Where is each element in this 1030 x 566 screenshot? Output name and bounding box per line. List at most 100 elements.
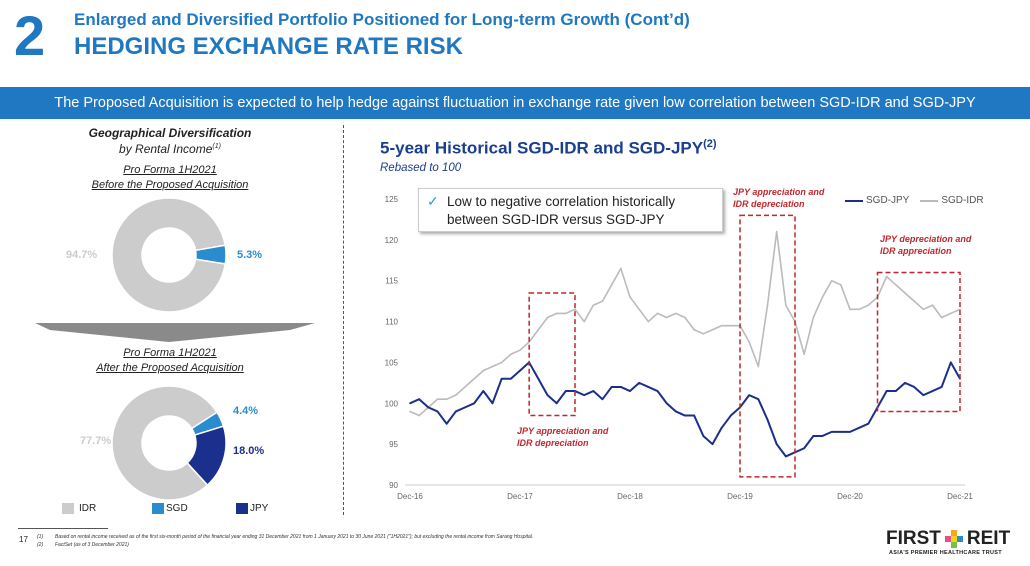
section-number: 2 (14, 4, 46, 67)
legend-swatch-sgd (152, 503, 164, 514)
down-arrow-icon (35, 323, 315, 342)
data-point-sgd-idr (840, 284, 842, 286)
data-point-sgd-idr (812, 316, 815, 319)
before-label-1: Pro Forma 1H2021 (123, 164, 217, 176)
data-point-sgd-idr (519, 349, 521, 351)
x-tick-label: Dec-21 (947, 492, 973, 501)
data-point-sgd-idr (922, 308, 925, 311)
annotation-label-3: JPY depreciation and IDR appreciation (880, 233, 971, 257)
data-point-sgd-jpy (629, 390, 631, 392)
x-tick-label: Dec-20 (837, 492, 863, 501)
data-point-sgd-idr (583, 320, 585, 323)
y-tick-label: 115 (385, 277, 398, 286)
before-label-2: Before the Proposed Acquisition (91, 179, 249, 191)
chart-legend: SGD-JPY SGD-IDR (845, 195, 984, 206)
data-point-sgd-jpy (950, 361, 952, 364)
sgd-pct-before: 5.3% (237, 249, 263, 261)
footnote-ref: (2) (703, 138, 717, 150)
panel-divider (343, 125, 344, 515)
data-point-sgd-idr (647, 320, 650, 323)
data-point-sgd-idr (510, 353, 512, 356)
annotation-line: IDR depreciation (517, 438, 589, 448)
data-point-sgd-jpy (913, 386, 915, 388)
data-point-sgd-idr (803, 353, 805, 356)
footnote-mark: (1) (37, 534, 44, 540)
chart-subtitle: Rebased to 100 (380, 162, 462, 174)
data-point-sgd-idr (565, 312, 567, 315)
data-point-sgd-idr (858, 308, 860, 311)
data-point-sgd-jpy (904, 382, 906, 384)
data-point-sgd-idr (656, 312, 659, 315)
data-point-sgd-idr (702, 333, 705, 335)
logo-text-left: FIRST (886, 528, 941, 549)
data-point-sgd-idr (592, 304, 595, 307)
callout-box: ✓ Low to negative correlation historical… (418, 188, 723, 232)
annotation-line: JPY appreciation and (517, 426, 609, 436)
y-tick-label: 105 (385, 358, 399, 367)
data-point-sgd-idr (409, 410, 411, 413)
data-point-sgd-idr (775, 230, 778, 233)
data-point-sgd-jpy (656, 390, 659, 392)
data-point-sgd-idr (418, 414, 420, 417)
y-tick-label: 95 (389, 440, 398, 449)
x-tick-label: Dec-17 (507, 492, 533, 501)
data-point-sgd-jpy (812, 435, 815, 437)
footnote-rule (18, 528, 108, 529)
check-icon: ✓ (427, 193, 439, 209)
data-point-sgd-idr (711, 328, 714, 331)
data-point-sgd-idr (455, 394, 457, 396)
donut-after (111, 385, 227, 501)
data-point-sgd-jpy (500, 377, 503, 380)
data-point-sgd-jpy (464, 406, 466, 409)
data-point-sgd-jpy (473, 402, 475, 405)
y-tick-label: 125 (385, 195, 399, 204)
data-point-sgd-idr (959, 308, 961, 311)
data-point-sgd-idr (500, 361, 503, 364)
data-point-sgd-idr (491, 365, 494, 368)
left-panel-subtitle: by Rental Income(1) (0, 142, 340, 156)
logo-text-right: REIT (966, 528, 1011, 549)
data-point-sgd-idr (610, 284, 613, 286)
data-point-sgd-idr (931, 304, 934, 307)
data-point-sgd-idr (830, 279, 833, 282)
chart-title: 5-year Historical SGD-IDR and SGD-JPY(2) (380, 138, 717, 159)
data-point-sgd-jpy (830, 431, 833, 433)
data-point-sgd-jpy (702, 435, 705, 437)
data-point-sgd-jpy (895, 390, 897, 392)
data-point-sgd-jpy (537, 377, 540, 380)
data-point-sgd-idr (885, 275, 888, 278)
jpy-pct-after: 18.0% (233, 445, 265, 457)
data-point-sgd-jpy (885, 390, 888, 392)
footnote-text: Based on rental income received as of th… (55, 534, 534, 540)
y-tick-label: 100 (385, 399, 399, 408)
annotation-box-1 (528, 292, 576, 417)
data-point-sgd-jpy (555, 402, 558, 405)
data-point-sgd-jpy (720, 427, 723, 429)
after-label-2: After the Proposed Acquisition (96, 362, 244, 374)
idr-pct-before: 94.7% (66, 249, 98, 261)
data-point-sgd-jpy (775, 443, 778, 445)
data-point-sgd-jpy (803, 447, 805, 450)
data-point-sgd-idr (675, 312, 677, 315)
data-point-sgd-idr (445, 398, 448, 400)
idr-pct-after: 77.7% (80, 435, 112, 447)
data-point-sgd-jpy (610, 386, 613, 388)
annotation-box-3 (876, 271, 961, 413)
data-point-sgd-idr (913, 300, 915, 302)
data-point-sgd-idr (693, 328, 695, 331)
data-point-sgd-jpy (748, 394, 750, 396)
slide-title: Enlarged and Diversified Portfolio Posit… (74, 10, 690, 29)
data-point-sgd-jpy (940, 386, 943, 388)
data-point-sgd-idr (720, 324, 723, 327)
footnotes: (1) Based on rental income received as of… (20, 533, 533, 549)
footnote-text: FactSet (as of 3 December 2021) (55, 542, 129, 548)
data-point-sgd-idr (785, 304, 787, 307)
data-point-sgd-idr (950, 312, 952, 315)
data-point-sgd-jpy (546, 394, 549, 396)
data-point-sgd-jpy (840, 431, 842, 433)
slide-subtitle: HEDGING EXCHANGE RATE RISK (74, 33, 463, 60)
data-point-sgd-jpy (565, 390, 567, 392)
logo-cross-icon (944, 530, 963, 548)
footnote-ref: (1) (212, 143, 221, 150)
data-point-sgd-idr (629, 296, 631, 298)
